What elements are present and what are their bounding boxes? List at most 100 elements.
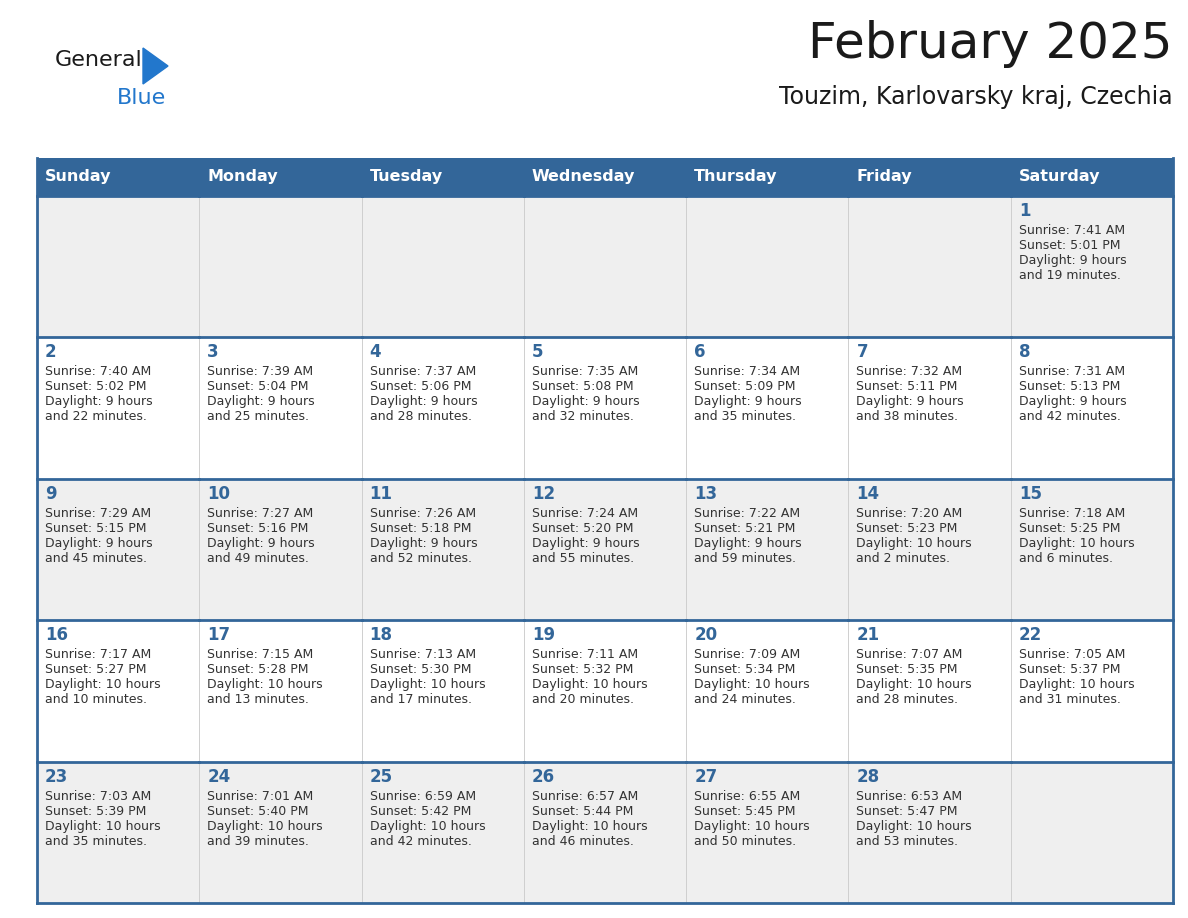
- Text: Sunset: 5:08 PM: Sunset: 5:08 PM: [532, 380, 633, 394]
- Bar: [524, 621, 687, 762]
- Text: Sunset: 5:35 PM: Sunset: 5:35 PM: [857, 663, 958, 677]
- Text: Sunday: Sunday: [45, 170, 112, 185]
- Text: and 32 minutes.: and 32 minutes.: [532, 410, 633, 423]
- Text: Touzim, Karlovarsky kraj, Czechia: Touzim, Karlovarsky kraj, Czechia: [779, 85, 1173, 109]
- Text: Daylight: 10 hours: Daylight: 10 hours: [532, 820, 647, 833]
- Bar: [848, 762, 1011, 903]
- Text: Daylight: 9 hours: Daylight: 9 hours: [207, 537, 315, 550]
- Bar: [848, 196, 1011, 338]
- Text: 20: 20: [694, 626, 718, 644]
- Text: Sunset: 5:02 PM: Sunset: 5:02 PM: [45, 380, 146, 394]
- Text: and 6 minutes.: and 6 minutes.: [1019, 552, 1113, 565]
- Text: and 31 minutes.: and 31 minutes.: [1019, 693, 1120, 706]
- Text: General: General: [55, 50, 143, 70]
- Text: 28: 28: [857, 767, 879, 786]
- Text: and 39 minutes.: and 39 minutes.: [207, 834, 309, 847]
- Text: Sunrise: 7:39 AM: Sunrise: 7:39 AM: [207, 365, 314, 378]
- Text: 1: 1: [1019, 202, 1030, 220]
- Text: Daylight: 10 hours: Daylight: 10 hours: [694, 678, 810, 691]
- Text: Sunrise: 7:20 AM: Sunrise: 7:20 AM: [857, 507, 962, 520]
- Bar: [200, 158, 361, 196]
- Bar: [687, 158, 848, 196]
- Text: Sunrise: 7:41 AM: Sunrise: 7:41 AM: [1019, 224, 1125, 237]
- Text: Sunrise: 7:11 AM: Sunrise: 7:11 AM: [532, 648, 638, 661]
- Text: Daylight: 10 hours: Daylight: 10 hours: [369, 678, 485, 691]
- Text: Sunrise: 7:26 AM: Sunrise: 7:26 AM: [369, 507, 475, 520]
- Text: Daylight: 9 hours: Daylight: 9 hours: [369, 396, 478, 409]
- Bar: [1011, 196, 1173, 338]
- Text: Sunset: 5:28 PM: Sunset: 5:28 PM: [207, 663, 309, 677]
- Text: 26: 26: [532, 767, 555, 786]
- Text: Sunset: 5:09 PM: Sunset: 5:09 PM: [694, 380, 796, 394]
- Text: Sunrise: 7:29 AM: Sunrise: 7:29 AM: [45, 507, 151, 520]
- Text: Daylight: 9 hours: Daylight: 9 hours: [857, 396, 963, 409]
- Text: 8: 8: [1019, 343, 1030, 362]
- Text: Sunrise: 7:22 AM: Sunrise: 7:22 AM: [694, 507, 801, 520]
- Bar: [687, 196, 848, 338]
- Text: and 35 minutes.: and 35 minutes.: [694, 410, 796, 423]
- Text: Daylight: 9 hours: Daylight: 9 hours: [369, 537, 478, 550]
- Text: 16: 16: [45, 626, 68, 644]
- Text: Daylight: 10 hours: Daylight: 10 hours: [694, 820, 810, 833]
- Bar: [37, 479, 200, 621]
- Bar: [361, 621, 524, 762]
- Bar: [524, 158, 687, 196]
- Text: and 46 minutes.: and 46 minutes.: [532, 834, 633, 847]
- Text: 5: 5: [532, 343, 543, 362]
- Text: Daylight: 10 hours: Daylight: 10 hours: [45, 678, 160, 691]
- Bar: [848, 338, 1011, 479]
- Text: Sunset: 5:11 PM: Sunset: 5:11 PM: [857, 380, 958, 394]
- Text: Daylight: 10 hours: Daylight: 10 hours: [369, 820, 485, 833]
- Text: Friday: Friday: [857, 170, 912, 185]
- Text: Sunset: 5:42 PM: Sunset: 5:42 PM: [369, 804, 470, 818]
- Text: and 52 minutes.: and 52 minutes.: [369, 552, 472, 565]
- Text: and 55 minutes.: and 55 minutes.: [532, 552, 634, 565]
- Text: 21: 21: [857, 626, 879, 644]
- Text: and 53 minutes.: and 53 minutes.: [857, 834, 959, 847]
- Text: Daylight: 9 hours: Daylight: 9 hours: [694, 396, 802, 409]
- Text: 12: 12: [532, 485, 555, 503]
- Text: Sunrise: 6:55 AM: Sunrise: 6:55 AM: [694, 789, 801, 802]
- Text: Sunset: 5:25 PM: Sunset: 5:25 PM: [1019, 521, 1120, 535]
- Bar: [361, 196, 524, 338]
- Text: Sunset: 5:04 PM: Sunset: 5:04 PM: [207, 380, 309, 394]
- Text: Sunrise: 7:40 AM: Sunrise: 7:40 AM: [45, 365, 151, 378]
- Bar: [687, 762, 848, 903]
- Bar: [37, 196, 200, 338]
- Text: Sunset: 5:23 PM: Sunset: 5:23 PM: [857, 521, 958, 535]
- Bar: [687, 479, 848, 621]
- Bar: [848, 479, 1011, 621]
- Text: and 42 minutes.: and 42 minutes.: [1019, 410, 1120, 423]
- Text: Daylight: 10 hours: Daylight: 10 hours: [857, 537, 972, 550]
- Text: Sunrise: 7:09 AM: Sunrise: 7:09 AM: [694, 648, 801, 661]
- Bar: [200, 338, 361, 479]
- Text: and 19 minutes.: and 19 minutes.: [1019, 269, 1120, 282]
- Bar: [1011, 158, 1173, 196]
- Text: Sunrise: 6:53 AM: Sunrise: 6:53 AM: [857, 789, 962, 802]
- Text: Sunset: 5:47 PM: Sunset: 5:47 PM: [857, 804, 958, 818]
- Text: 11: 11: [369, 485, 392, 503]
- Text: Sunset: 5:01 PM: Sunset: 5:01 PM: [1019, 239, 1120, 252]
- Text: Daylight: 10 hours: Daylight: 10 hours: [532, 678, 647, 691]
- Text: Sunset: 5:37 PM: Sunset: 5:37 PM: [1019, 663, 1120, 677]
- Text: and 20 minutes.: and 20 minutes.: [532, 693, 634, 706]
- Text: and 35 minutes.: and 35 minutes.: [45, 834, 147, 847]
- Text: Sunrise: 7:34 AM: Sunrise: 7:34 AM: [694, 365, 801, 378]
- Bar: [1011, 479, 1173, 621]
- Text: Daylight: 10 hours: Daylight: 10 hours: [45, 820, 160, 833]
- Text: 4: 4: [369, 343, 381, 362]
- Text: Daylight: 9 hours: Daylight: 9 hours: [207, 396, 315, 409]
- Bar: [524, 196, 687, 338]
- Text: Daylight: 10 hours: Daylight: 10 hours: [857, 820, 972, 833]
- Text: and 42 minutes.: and 42 minutes.: [369, 834, 472, 847]
- Bar: [1011, 338, 1173, 479]
- Text: and 22 minutes.: and 22 minutes.: [45, 410, 147, 423]
- Text: 3: 3: [207, 343, 219, 362]
- Text: Sunrise: 7:03 AM: Sunrise: 7:03 AM: [45, 789, 151, 802]
- Text: 22: 22: [1019, 626, 1042, 644]
- Text: and 45 minutes.: and 45 minutes.: [45, 552, 147, 565]
- Text: Sunset: 5:39 PM: Sunset: 5:39 PM: [45, 804, 146, 818]
- Text: Sunset: 5:34 PM: Sunset: 5:34 PM: [694, 663, 796, 677]
- Text: Daylight: 9 hours: Daylight: 9 hours: [532, 537, 639, 550]
- Text: 25: 25: [369, 767, 393, 786]
